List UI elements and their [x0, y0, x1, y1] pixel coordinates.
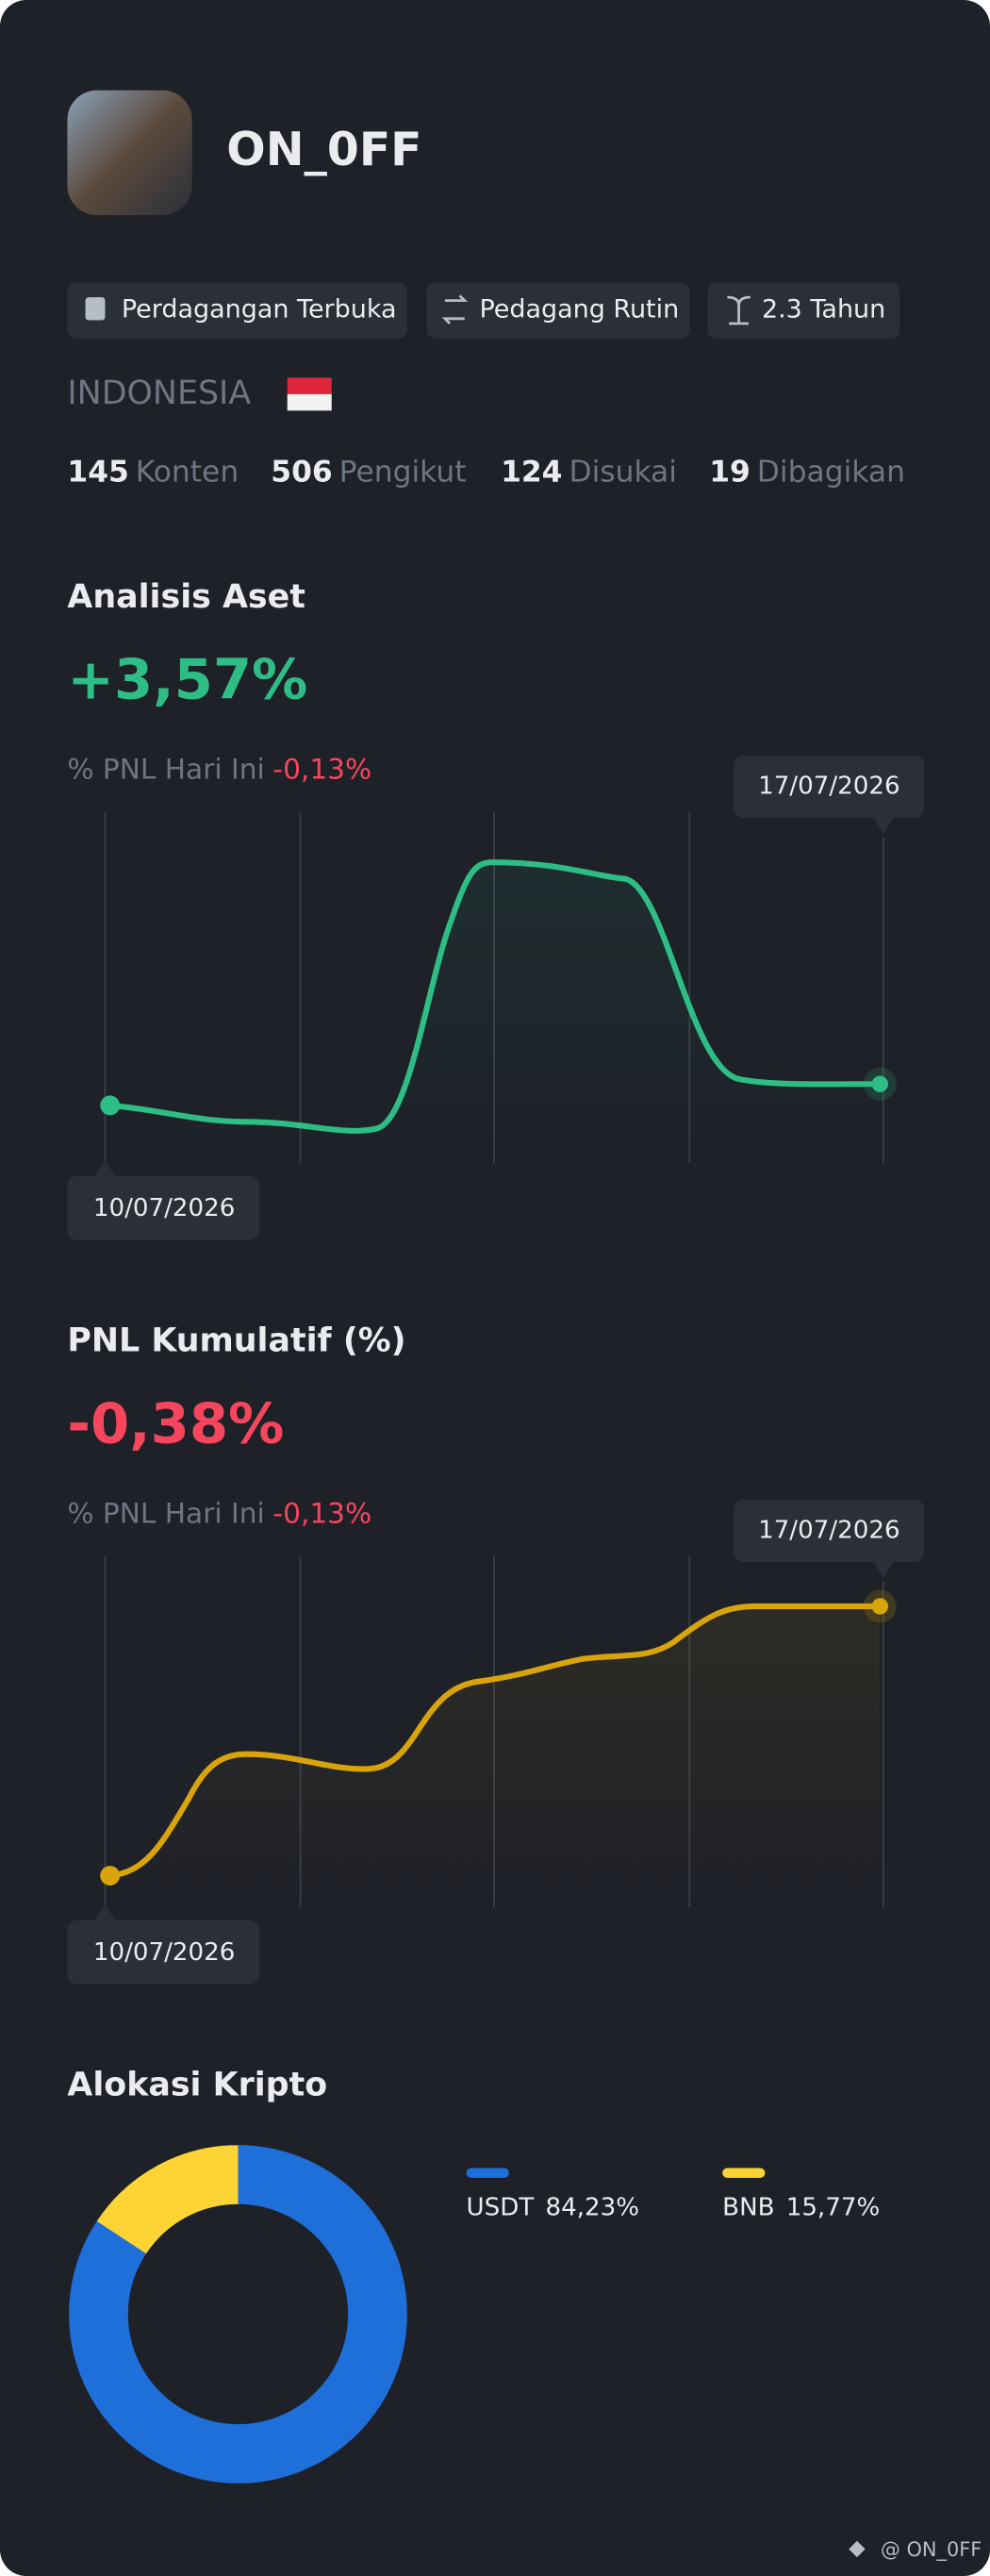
username: ON_0FF [226, 124, 421, 176]
stat-value: 124 [501, 455, 562, 489]
point [871, 1598, 889, 1615]
tooltip [67, 1159, 260, 1240]
flag [287, 377, 332, 394]
stat: 124 Disukai [501, 455, 677, 489]
donut-chart: USDT 84,23% BNB 15,77% [69, 2145, 880, 2484]
logo [849, 2540, 866, 2558]
tooltip [734, 1499, 925, 1579]
end-date: 17/07/2026 [758, 1516, 900, 1544]
headline-value: -0,38% [67, 1390, 284, 1455]
point [871, 1075, 889, 1092]
stat: 145 Konten [67, 455, 239, 489]
pnl-line: % PNL Hari Ini -0,13% [67, 1497, 371, 1529]
avatar[interactable] [67, 90, 192, 216]
start-date: 10/07/2026 [93, 1194, 236, 1222]
section-title: PNL Kumulatif (%) [67, 1322, 405, 1360]
stat-label: Pengikut [339, 455, 467, 489]
end-date: 17/07/2026 [758, 773, 900, 801]
badge [426, 282, 690, 339]
line [107, 1603, 883, 1879]
stat: 19 Dibagikan [709, 455, 905, 489]
legend-entry: USDT 84,23% [467, 2193, 640, 2221]
tooltip [734, 755, 925, 835]
legend-swatch [466, 2168, 509, 2178]
pnl-label: % PNL Hari Ini [67, 753, 264, 785]
badge-text: Perdagangan Terbuka [122, 295, 397, 324]
badge-icon [727, 295, 751, 325]
legend-swatch [722, 2168, 766, 2178]
badge-icon [85, 297, 106, 321]
cumulative-pnl: PNL Kumulatif (%) -0,38% % PNL Hari Ini -… [67, 1322, 925, 1985]
pnl-value: -0,13% [272, 753, 371, 785]
donut-segment [69, 2145, 407, 2484]
stat-label: Disukai [569, 455, 677, 489]
start-date: 10/07/2026 [93, 1938, 236, 1967]
badge [67, 282, 407, 339]
line [107, 859, 883, 1134]
pnl-value: -0,13% [272, 1497, 371, 1529]
stat: 506 Pengikut [271, 455, 466, 489]
badge-text: Pedagang Rutin [479, 295, 679, 324]
badge-icon [441, 294, 469, 325]
stats: 145 Konten 506 Pengikut 124 Disukai 19 Dibagika… [67, 455, 905, 489]
pnl-label: % PNL Hari Ini [67, 1497, 264, 1529]
section-title: Alokasi Kripto [67, 2066, 327, 2103]
line-area [109, 862, 881, 1163]
asset-analysis: Analisis Aset +3,57% % PNL Hari Ini -0,13… [67, 578, 925, 1240]
legend-value: 15,77% [786, 2193, 881, 2221]
badge [707, 282, 900, 339]
tooltip [67, 1903, 260, 1985]
legend-name: BNB [722, 2193, 774, 2221]
stat-value: 19 [709, 455, 751, 489]
legend-value: 84,23% [545, 2193, 639, 2221]
stat-label: Konten [136, 455, 239, 489]
watermark: @ ON_0FF [881, 2538, 982, 2561]
section-title: Analisis Aset [67, 578, 305, 616]
line-area [109, 1605, 881, 1907]
legend-name: USDT [467, 2193, 536, 2221]
country: INDONESIA [67, 374, 251, 412]
stat-value: 506 [271, 455, 332, 489]
badge-text: 2.3 Tahun [762, 295, 885, 324]
headline-value: +3,57% [67, 646, 307, 711]
flag [287, 393, 332, 411]
stat-label: Dibagikan [757, 455, 905, 489]
point [100, 1866, 121, 1886]
legend-entry: BNB 15,77% [722, 2193, 880, 2221]
point [100, 1095, 121, 1116]
pnl-line: % PNL Hari Ini -0,13% [67, 753, 371, 785]
stat-value: 145 [67, 455, 128, 489]
